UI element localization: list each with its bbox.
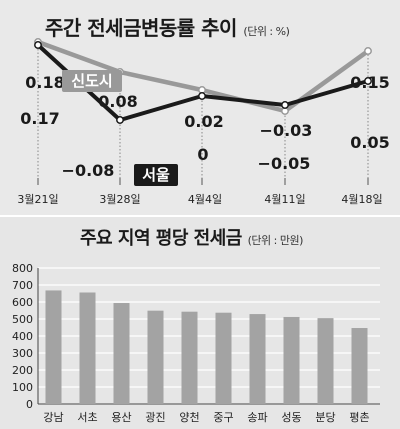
x-tick-label-1: 3월28일 (99, 192, 140, 206)
bar-5 (215, 312, 232, 404)
y-tick-label-5: 500 (12, 313, 33, 326)
bar-category-label-9: 평촌 (349, 411, 369, 424)
bar-category-label-7: 성동 (281, 411, 301, 424)
point-seoul-4 (364, 77, 372, 85)
x-tick-label-0: 3월21일 (17, 192, 58, 206)
x-tick-label-2: 4월4일 (188, 192, 222, 206)
series-tag-seoul: 서울 (142, 166, 170, 184)
data-label-seoul-1: −0.08 (62, 161, 115, 180)
bar-8 (317, 318, 334, 404)
data-label-newtown-3: −0.05 (258, 154, 311, 173)
bar-9 (351, 328, 368, 404)
bar-0 (45, 290, 62, 404)
bar-1 (79, 292, 96, 404)
bar-category-label-5: 중구 (213, 411, 233, 424)
y-tick-label-0: 0 (26, 398, 33, 411)
bar-category-label-3: 광진 (145, 411, 165, 424)
point-newtown-4 (364, 47, 372, 55)
y-tick-label-4: 400 (12, 330, 33, 343)
y-tick-label-3: 300 (12, 347, 33, 360)
bar-category-label-6: 송파 (247, 411, 267, 424)
point-seoul-3 (281, 101, 289, 109)
bar-6 (249, 314, 266, 404)
y-tick-label-2: 200 (12, 364, 33, 377)
bar-4 (181, 311, 198, 404)
data-label-newtown-2: 0.02 (184, 112, 223, 131)
data-label-seoul-2: 0 (197, 145, 208, 164)
bar-chart-title: 주요 지역 평당 전세금 (단위 : 만원) (80, 224, 303, 250)
data-label-newtown-4: 0.15 (350, 73, 389, 92)
line-chart-unit: (단위 : %) (243, 25, 290, 38)
data-label-newtown-0: 0.18 (25, 73, 64, 92)
bar-category-label-4: 양천 (179, 410, 199, 424)
line-chart-title-text: 주간 전세금변동률 추이 (45, 16, 237, 40)
x-tick-label-3: 4월11일 (264, 192, 305, 206)
y-tick-label-1: 100 (12, 381, 33, 394)
series-tag-newtown: 신도시 (71, 72, 112, 90)
bar-3 (147, 310, 164, 404)
bar-category-label-0: 강남 (43, 411, 63, 424)
point-seoul-1 (116, 116, 124, 124)
series-tag-newtown-bg (62, 70, 122, 92)
series-tag-seoul-bg (134, 164, 178, 186)
bar-chart-title-text: 주요 지역 평당 전세금 (80, 228, 242, 249)
y-tick-label-7: 700 (12, 279, 33, 292)
bar-category-label-8: 분당 (315, 411, 335, 424)
bar-category-label-2: 용산 (111, 411, 131, 424)
line-chart-title: 주간 전세금변동률 추이 (단위 : %) (45, 12, 290, 41)
bar-chart-unit: (단위 : 만원) (247, 234, 304, 247)
point-seoul-0 (34, 41, 42, 49)
data-label-newtown-1: 0.08 (98, 92, 137, 111)
point-seoul-2 (198, 92, 206, 100)
data-label-seoul-4: 0.05 (350, 133, 389, 152)
panel-divider (0, 215, 400, 217)
x-tick-label-4: 4월18일 (341, 192, 382, 206)
y-tick-label-6: 600 (12, 296, 33, 309)
y-tick-label-8: 800 (12, 262, 33, 275)
line-chart-panel (0, 0, 400, 216)
bar-2 (113, 303, 130, 404)
bar-category-label-1: 서초 (77, 411, 97, 424)
data-label-seoul-0: 0.17 (20, 109, 59, 128)
data-label-seoul-3: −0.03 (260, 121, 313, 140)
bar-7 (283, 316, 300, 404)
